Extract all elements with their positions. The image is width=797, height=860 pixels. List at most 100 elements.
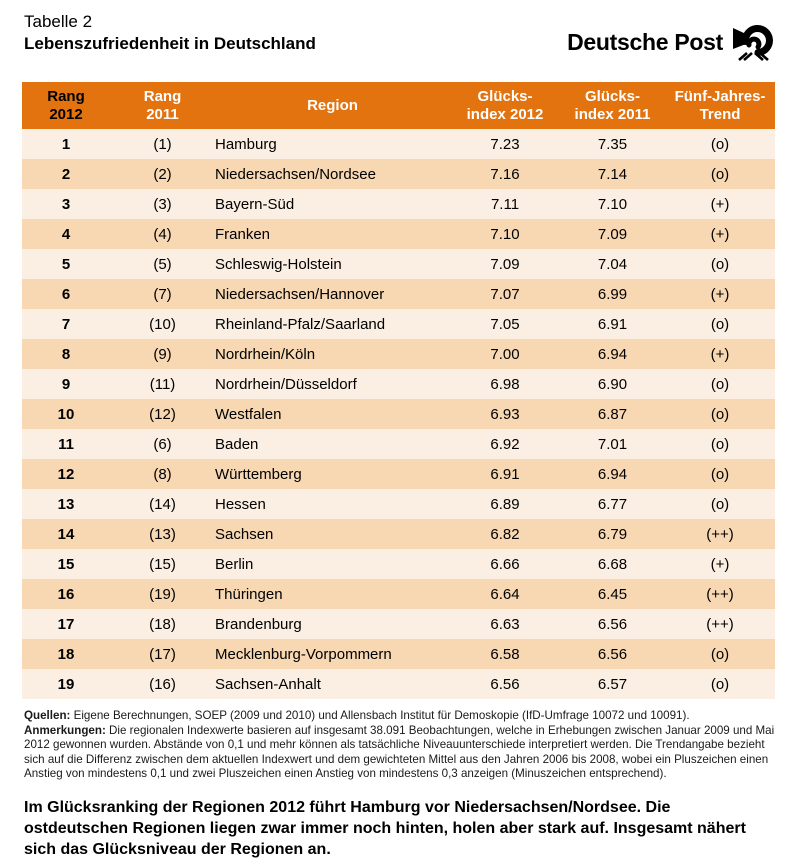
cell-trend: (+) <box>710 345 730 363</box>
cell-index-2012: 7.00 <box>490 345 520 363</box>
cell-rank-2012: 12 <box>57 465 75 483</box>
cell-region: Thüringen <box>215 585 283 603</box>
cell-index-2011: 7.14 <box>597 165 628 183</box>
cell-index-2012: 7.09 <box>490 255 520 273</box>
cell-rank-2012: 4 <box>61 225 71 243</box>
cell-trend: (++) <box>706 615 734 633</box>
cell-index-2011: 6.94 <box>597 465 628 483</box>
cell-index-2012: 7.10 <box>490 225 520 243</box>
cell-rank-2011: (17) <box>149 645 176 663</box>
cell-index-2012: 6.64 <box>490 585 520 603</box>
table-row: 10 (12) Westfalen 6.93 6.87 (o) <box>22 399 775 429</box>
cell-rank-2012: 1 <box>61 135 71 153</box>
table-number-label: Tabelle 2 <box>24 12 93 31</box>
column-header-rank-2011: Rang 2011 <box>110 88 215 124</box>
cell-rank-2011: (13) <box>149 525 176 543</box>
cell-rank-2011: (2) <box>153 165 172 183</box>
table-row: 6 (7) Niedersachsen/Hannover 7.07 6.99 (… <box>22 279 775 309</box>
column-header-line: Glücks- <box>584 87 641 105</box>
table-body: 1 (1) Hamburg 7.23 7.35 (o) 2 (2) Nieder… <box>22 129 775 699</box>
cell-rank-2012: 10 <box>57 405 75 423</box>
cell-index-2011: 6.94 <box>597 345 628 363</box>
cell-trend: (o) <box>710 465 730 483</box>
cell-region: Hamburg <box>215 135 277 153</box>
cell-trend: (o) <box>710 675 730 693</box>
cell-index-2012: 7.16 <box>490 165 520 183</box>
page-header: Tabelle 2 Lebenszufriedenheit in Deutsch… <box>0 0 797 61</box>
cell-rank-2012: 9 <box>61 375 71 393</box>
cell-rank-2011: (19) <box>149 585 176 603</box>
column-header-line: Trend <box>699 105 741 123</box>
cell-region: Mecklenburg-Vorpommern <box>215 645 392 663</box>
cell-rank-2012: 5 <box>61 255 71 273</box>
cell-rank-2012: 14 <box>57 525 75 543</box>
cell-index-2011: 7.04 <box>597 255 628 273</box>
table-row: 8 (9) Nordrhein/Köln 7.00 6.94 (+) <box>22 339 775 369</box>
sources-note: Quellen: Eigene Berechnungen, SOEP (2009… <box>24 709 775 724</box>
table-row: 5 (5) Schleswig-Holstein 7.09 7.04 (o) <box>22 249 775 279</box>
cell-rank-2012: 3 <box>61 195 71 213</box>
cell-region: Nordrhein/Düsseldorf <box>215 375 357 393</box>
cell-trend: (o) <box>710 645 730 663</box>
cell-index-2012: 6.93 <box>490 405 520 423</box>
cell-rank-2012: 18 <box>57 645 75 663</box>
table-row: 13 (14) Hessen 6.89 6.77 (o) <box>22 489 775 519</box>
cell-index-2011: 7.35 <box>597 135 628 153</box>
cell-rank-2012: 8 <box>61 345 71 363</box>
cell-rank-2012: 11 <box>58 435 74 453</box>
cell-index-2012: 6.56 <box>490 675 520 693</box>
table-header-row: Rang 2012 Rang 2011 Region Glücks- index… <box>22 82 775 129</box>
table-row: 16 (19) Thüringen 6.64 6.45 (++) <box>22 579 775 609</box>
cell-rank-2011: (11) <box>149 375 176 393</box>
cell-rank-2011: (5) <box>153 255 172 273</box>
cell-index-2012: 7.07 <box>490 285 520 303</box>
cell-index-2011: 6.77 <box>597 495 628 513</box>
cell-index-2012: 6.63 <box>490 615 520 633</box>
cell-region: Rheinland-Pfalz/Saarland <box>215 315 386 333</box>
remarks-label: Anmerkungen: <box>24 723 106 737</box>
column-header-line: index 2012 <box>466 105 544 123</box>
cell-rank-2011: (10) <box>149 315 176 333</box>
cell-rank-2012: 19 <box>57 675 75 693</box>
cell-index-2011: 6.68 <box>597 555 628 573</box>
cell-rank-2011: (7) <box>153 285 172 303</box>
posthorn-icon <box>733 25 773 61</box>
cell-trend: (o) <box>710 255 730 273</box>
cell-index-2011: 6.79 <box>597 525 628 543</box>
footnotes: Quellen: Eigene Berechnungen, SOEP (2009… <box>24 709 775 782</box>
column-header-index-2011: Glücks- index 2011 <box>560 88 665 124</box>
cell-region: Sachsen <box>215 525 274 543</box>
page-title: Lebenszufriedenheit in Deutschland <box>24 34 316 53</box>
sources-label: Quellen: <box>24 709 71 722</box>
cell-index-2011: 6.56 <box>597 645 628 663</box>
cell-rank-2011: (1) <box>153 135 172 153</box>
remarks-text: Die regionalen Indexwerte basieren auf i… <box>24 723 775 781</box>
cell-index-2012: 6.91 <box>490 465 520 483</box>
cell-rank-2012: 15 <box>57 555 75 573</box>
cell-region: Franken <box>215 225 271 243</box>
cell-rank-2011: (6) <box>153 435 172 453</box>
cell-index-2012: 6.98 <box>490 375 520 393</box>
cell-index-2011: 6.91 <box>597 315 628 333</box>
cell-region: Sachsen-Anhalt <box>215 675 321 693</box>
column-header-line: index 2011 <box>574 105 651 123</box>
cell-trend: (+) <box>710 285 730 303</box>
cell-index-2011: 6.99 <box>597 285 628 303</box>
cell-trend: (+) <box>710 555 730 573</box>
cell-region: Niedersachsen/Nordsee <box>215 165 376 183</box>
table-row: 11 (6) Baden 6.92 7.01 (o) <box>22 429 775 459</box>
column-header-region: Region <box>215 97 450 115</box>
summary-paragraph: Im Glücksranking der Regionen 2012 führt… <box>24 798 746 858</box>
cell-region: Württemberg <box>215 465 302 483</box>
cell-index-2011: 6.90 <box>597 375 628 393</box>
cell-index-2011: 7.01 <box>597 435 628 453</box>
cell-region: Bayern-Süd <box>215 195 295 213</box>
cell-rank-2011: (9) <box>153 345 172 363</box>
table-row: 12 (8) Württemberg 6.91 6.94 (o) <box>22 459 775 489</box>
cell-trend: (o) <box>710 405 730 423</box>
cell-index-2011: 7.09 <box>597 225 628 243</box>
column-header-line: Glücks- <box>477 87 533 105</box>
remarks-note: Anmerkungen: Die regionalen Indexwerte b… <box>24 724 775 782</box>
cell-index-2012: 7.05 <box>490 315 520 333</box>
column-header-line: Rang <box>143 87 182 105</box>
